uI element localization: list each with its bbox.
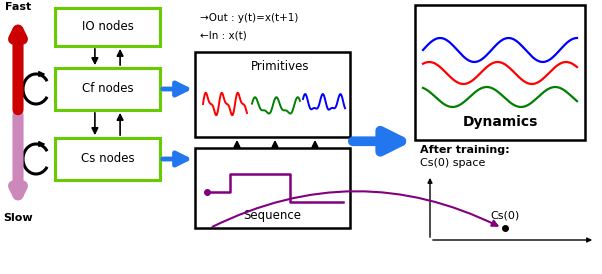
FancyBboxPatch shape xyxy=(195,148,350,228)
Text: Cs(0) space: Cs(0) space xyxy=(420,158,485,168)
Text: After training:: After training: xyxy=(420,145,510,155)
Text: Fast: Fast xyxy=(5,2,31,12)
FancyBboxPatch shape xyxy=(55,68,160,110)
Text: Cs nodes: Cs nodes xyxy=(81,153,134,165)
Text: →Out : y(t)=x(t+1): →Out : y(t)=x(t+1) xyxy=(200,13,299,23)
FancyBboxPatch shape xyxy=(415,5,585,140)
Text: Dynamics: Dynamics xyxy=(462,115,538,129)
Text: Primitives: Primitives xyxy=(251,59,309,73)
FancyBboxPatch shape xyxy=(55,8,160,46)
Text: ←In : x(t): ←In : x(t) xyxy=(200,30,247,40)
Text: Cs(0): Cs(0) xyxy=(491,210,520,220)
Text: Slow: Slow xyxy=(3,213,33,223)
Text: Cf nodes: Cf nodes xyxy=(82,82,133,96)
FancyBboxPatch shape xyxy=(55,138,160,180)
FancyBboxPatch shape xyxy=(195,52,350,137)
Text: IO nodes: IO nodes xyxy=(81,21,134,33)
Text: Sequence: Sequence xyxy=(243,210,302,222)
